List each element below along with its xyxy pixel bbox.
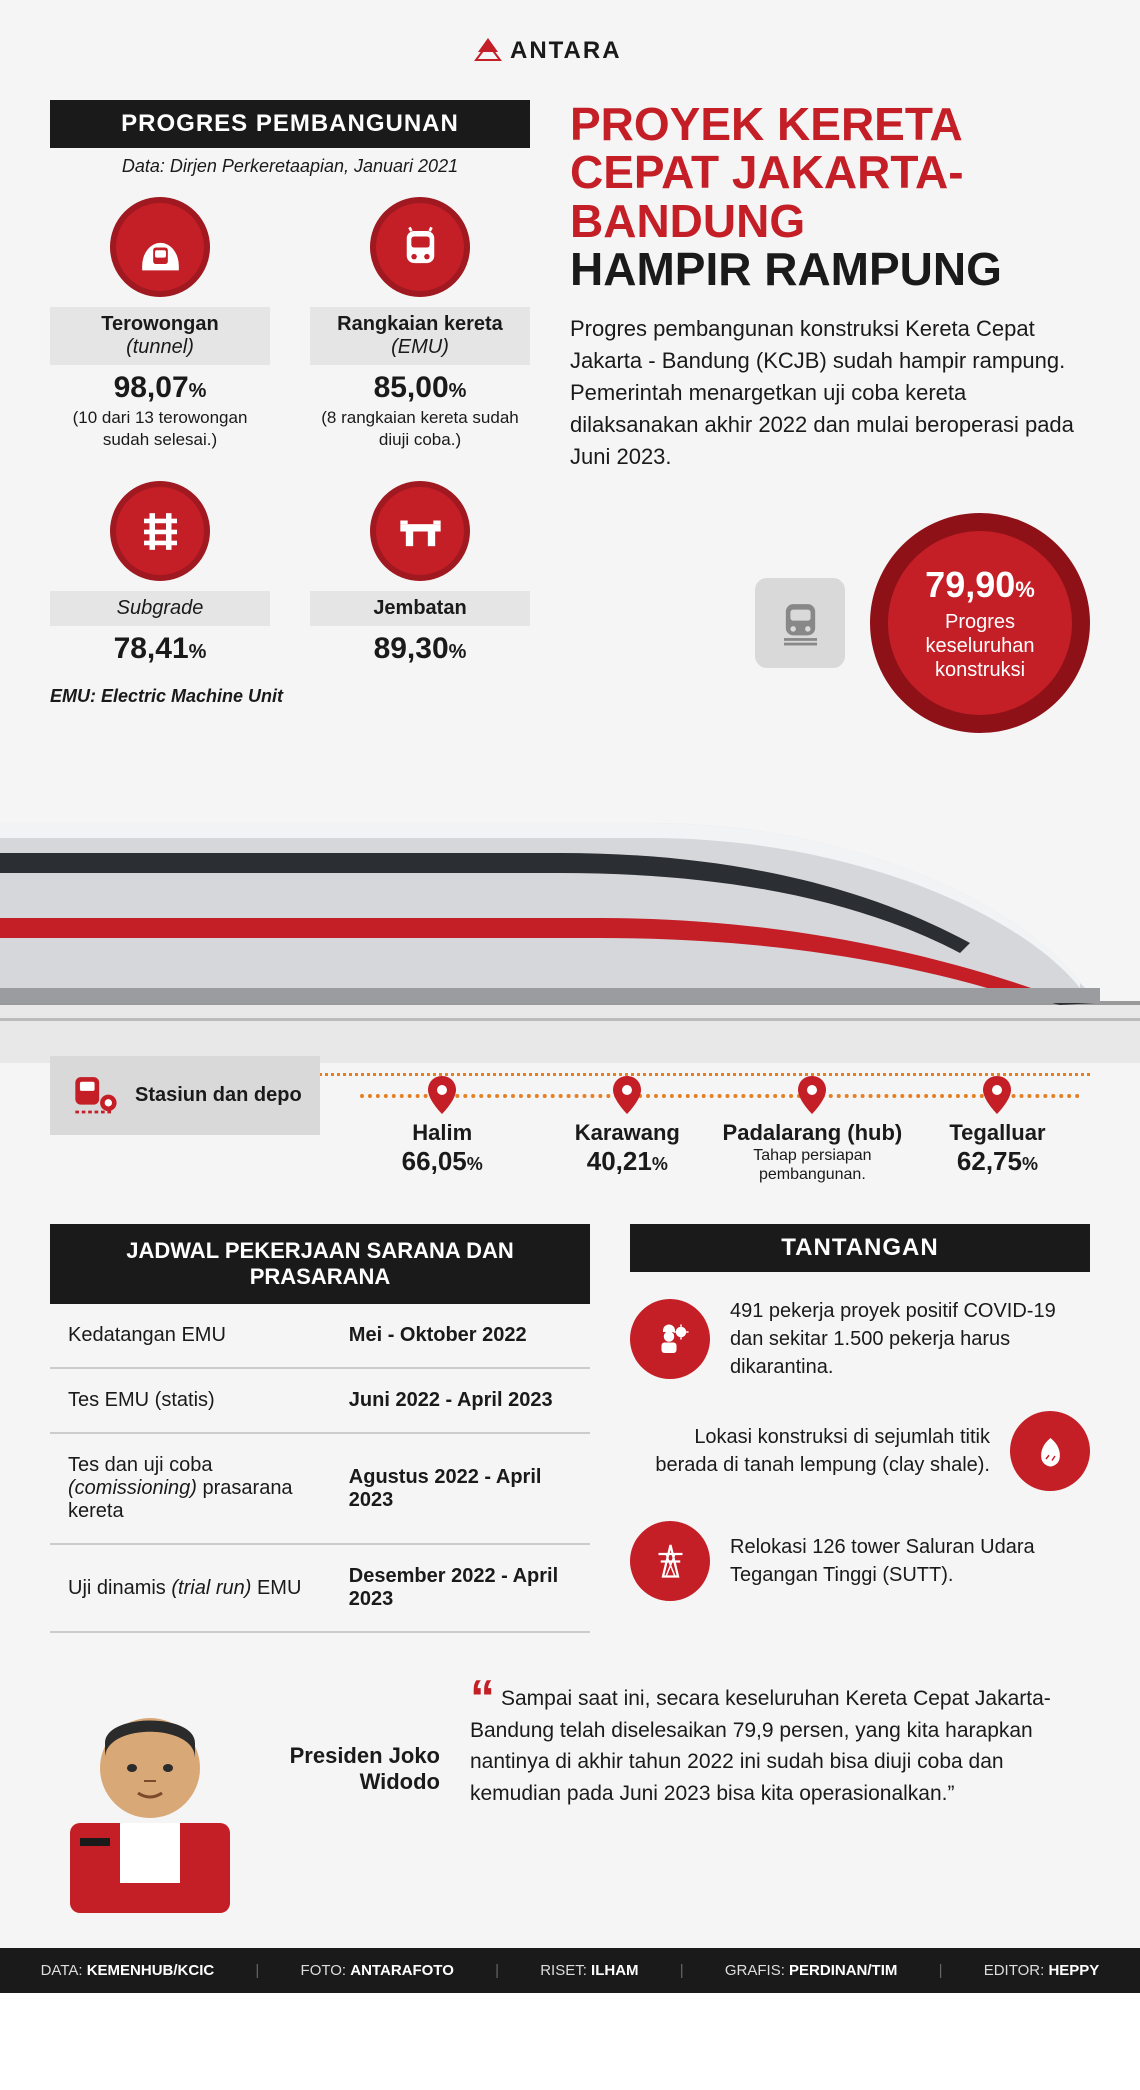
bridge-icon (370, 481, 470, 581)
jokowi-portrait (50, 1673, 250, 1918)
headline: PROYEK KERETA CEPAT JAKARTA-BANDUNG HAMP… (570, 100, 1090, 293)
rails-icon (110, 481, 210, 581)
table-row: Kedatangan EMU Mei - Oktober 2022 (50, 1304, 590, 1368)
train-illustration (0, 743, 1140, 1063)
schedule-table: JADWAL PEKERJAAN SARANA DAN PRASARANA Ke… (50, 1224, 590, 1633)
map-pin-icon (427, 1076, 457, 1114)
table-row: Tes dan uji coba (comissioning) prasaran… (50, 1433, 590, 1544)
president-quote: Presiden Joko Widodo “Sampai saat ini, s… (50, 1673, 1090, 1948)
map-pin-icon (982, 1076, 1012, 1114)
map-pin-icon (797, 1076, 827, 1114)
progress-header: PROGRES PEMBANGUNAN (50, 100, 530, 148)
tunnel-icon (110, 197, 210, 297)
worker-virus-icon (630, 1299, 710, 1379)
quote-text: “Sampai saat ini, secara keseluruhan Ker… (470, 1673, 1090, 1809)
overall-progress: 79,90% Progres keseluruhan konstruksi (570, 513, 1090, 733)
station-karawang: Karawang 40,21% (535, 1076, 720, 1184)
challenge-clay: Lokasi konstruksi di sejumlah titik bera… (630, 1411, 1090, 1491)
emu-footnote: EMU: Electric Machine Unit (50, 686, 530, 707)
progress-subgrade: Subgrade 78,41% (50, 481, 270, 666)
station-halim: Halim 66,05% (350, 1076, 535, 1184)
progress-grid: Terowongan(tunnel) 98,07% (10 dari 13 te… (50, 197, 530, 666)
challenge-covid: 491 pekerja proyek positif COVID-19 dan … (630, 1297, 1090, 1381)
train-front-icon (370, 197, 470, 297)
challenge-sutt: Relokasi 126 tower Saluran Udara Teganga… (630, 1521, 1090, 1601)
challenges-section: TANTANGAN 491 pekerja proyek positif COV… (630, 1224, 1090, 1633)
progress-emu: Rangkaian kereta(EMU) 85,00% (8 rangkaia… (310, 197, 530, 451)
station-padalarang: Padalarang (hub) Tahap persiapan pembang… (720, 1076, 905, 1184)
train-icon (755, 578, 845, 668)
data-source: Data: Dirjen Perkeretaapian, Januari 202… (50, 156, 530, 177)
clay-soil-icon (1010, 1411, 1090, 1491)
power-tower-icon (630, 1521, 710, 1601)
map-pin-icon (612, 1076, 642, 1114)
lead-paragraph: Progres pembangunan konstruksi Kereta Ce… (570, 313, 1090, 472)
progress-tunnel: Terowongan(tunnel) 98,07% (10 dari 13 te… (50, 197, 270, 451)
stations-label: Stasiun dan depo (50, 1056, 320, 1135)
stations-row: Stasiun dan depo Halim 66,05% Karawang 4… (50, 1073, 1090, 1184)
credits-footer: DATA: KEMENHUB/KCIC| FOTO: ANTARAFOTO| R… (0, 1948, 1140, 1993)
station-tegalluar: Tegalluar 62,75% (905, 1076, 1090, 1184)
progress-bridge: Jembatan 89,30% (310, 481, 530, 666)
svg-text:ANTARA: ANTARA (510, 37, 622, 64)
table-row: Tes EMU (statis) Juni 2022 - April 2023 (50, 1368, 590, 1433)
table-row: Uji dinamis (trial run) EMU Desember 202… (50, 1544, 590, 1632)
antara-logo: ANTARA (50, 30, 1090, 75)
president-name: Presiden Joko Widodo (280, 1673, 440, 1795)
